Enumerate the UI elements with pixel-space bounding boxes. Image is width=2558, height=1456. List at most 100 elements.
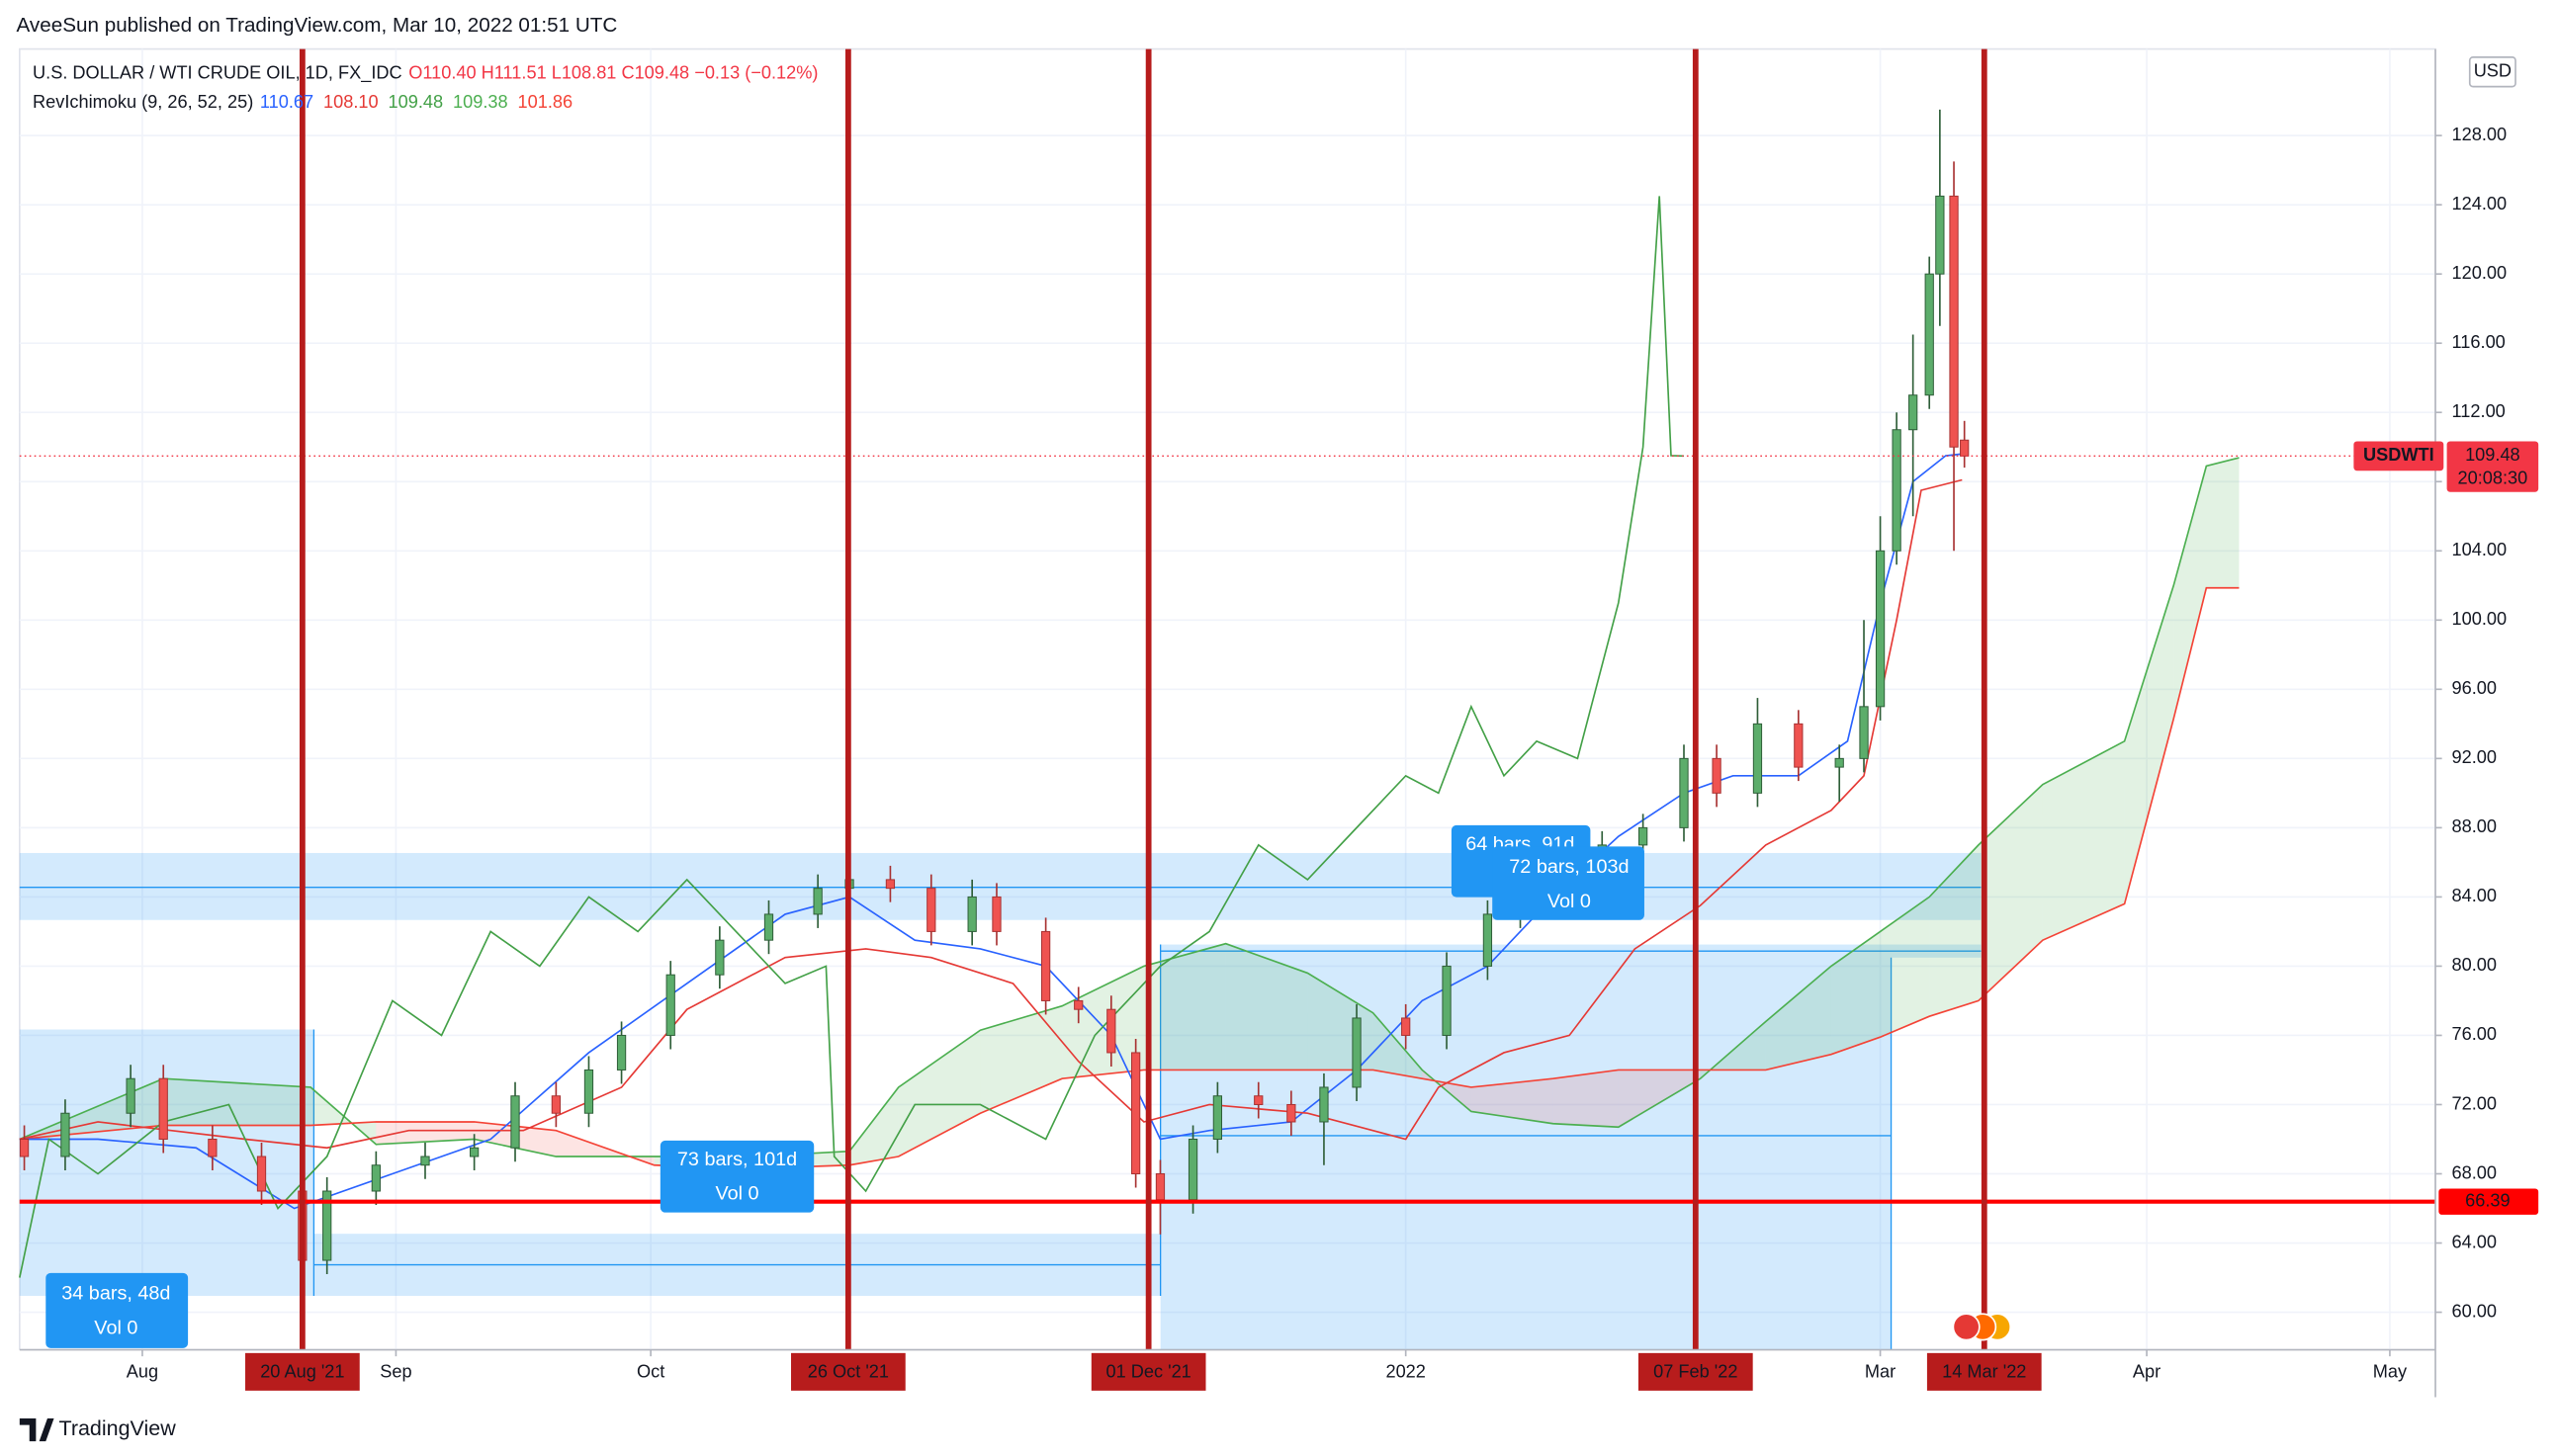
range-shade — [1160, 957, 1892, 1350]
candle-body — [1401, 1017, 1411, 1036]
marker-box — [1091, 1352, 1206, 1391]
range-shade — [19, 1029, 314, 1296]
title-line: U.S. DOLLAR / WTI CRUDE OIL, 1D, FX_IDC O… — [33, 62, 818, 83]
y-tick-label: 100.00 — [2452, 609, 2508, 629]
candle-body — [1041, 930, 1051, 1001]
marker-box — [791, 1352, 906, 1391]
symbol-box — [2353, 441, 2444, 471]
cloud-fill — [1143, 943, 1226, 1071]
candle-body — [1482, 913, 1493, 967]
overlay — [19, 48, 2436, 1350]
cloud-fill — [1765, 966, 1831, 1071]
legend-value: 108.10 — [323, 92, 379, 112]
candle-body — [1131, 1052, 1141, 1174]
cloud-line — [19, 457, 2240, 1157]
marker-label: 14 Mar '22 — [1942, 1361, 2026, 1381]
price-axis-bg — [2435, 48, 2558, 1398]
marker-box — [1637, 1352, 1753, 1391]
candle-body — [1834, 757, 1844, 768]
measure-labels: 34 bars, 48d Vol 0 73 bars, 101d Vol 0 6… — [45, 824, 1644, 1348]
legend-value: 109.38 — [453, 92, 508, 112]
marker-label: 01 Dec '21 — [1105, 1361, 1191, 1381]
candle-body — [371, 1164, 381, 1192]
candle-body — [1935, 195, 1945, 275]
x-tick-label: 2022 — [1385, 1361, 1425, 1381]
marker-label: 20 Aug '21 — [260, 1361, 344, 1381]
cloud-fill — [1929, 844, 1979, 1017]
candle-body — [926, 888, 936, 932]
measure-text: 34 bars, 48d — [61, 1283, 170, 1305]
candle-body — [158, 1077, 168, 1140]
y-tick-label: 96.00 — [2452, 678, 2497, 698]
candle-body — [256, 1156, 267, 1192]
y-tick-label: 80.00 — [2452, 955, 2497, 975]
marker-box — [245, 1352, 360, 1391]
measure-detail: Vol 0 — [94, 1317, 137, 1338]
cloud-fill — [849, 1086, 899, 1165]
y-tick-label: 84.00 — [2452, 886, 2497, 905]
y-tick-label: 112.00 — [2452, 401, 2506, 421]
candle-body — [1106, 1008, 1116, 1054]
price-label: 109.48 — [2465, 445, 2520, 465]
measure-detail: Vol 0 — [1547, 891, 1591, 912]
y-tick-label: 88.00 — [2452, 816, 2497, 836]
y-tick-label: 72.00 — [2452, 1093, 2497, 1113]
marker-box — [1926, 1352, 2042, 1391]
cloud-fill — [2173, 466, 2207, 720]
plot-frame — [19, 47, 2436, 1351]
legend-value: 101.86 — [518, 92, 573, 112]
candle-body — [763, 913, 774, 941]
candle-body — [420, 1156, 430, 1166]
candle-body — [1352, 1017, 1362, 1088]
level-label: 66.39 — [2465, 1190, 2510, 1210]
candle-body — [551, 1095, 562, 1114]
candle-body — [967, 896, 977, 932]
measure-box — [45, 1272, 189, 1348]
y-tick-label: 120.00 — [2452, 263, 2508, 283]
x-tick-label: Apr — [2133, 1361, 2161, 1381]
x-tick-label: Aug — [127, 1361, 158, 1381]
measure-text: 73 bars, 101d — [677, 1149, 797, 1170]
countdown: 20:08:30 — [2458, 468, 2528, 487]
symbol: USDWTI — [2363, 445, 2434, 465]
candle-body — [1859, 706, 1869, 759]
y-tick-label: 116.00 — [2452, 332, 2506, 352]
candle-body — [1286, 1103, 1296, 1123]
cloud-line — [19, 586, 2240, 1170]
cloud-fill — [2206, 458, 2240, 588]
candle-body — [665, 974, 675, 1036]
candle-body — [1319, 1086, 1329, 1123]
candle-body — [1188, 1138, 1198, 1201]
cloud-fill — [1372, 1012, 1423, 1079]
event-icon — [1952, 1313, 1981, 1341]
candle-body — [1254, 1095, 1264, 1105]
candle-body — [126, 1077, 135, 1114]
x-tick-label: Oct — [637, 1361, 664, 1381]
x-tick-label: May — [2373, 1361, 2408, 1381]
cloud-fill — [2042, 740, 2125, 941]
y-tick-label: 76.00 — [2452, 1024, 2497, 1044]
time-axis-bg — [0, 1349, 2436, 1398]
indicator-line — [19, 196, 1685, 1278]
candle-body — [1794, 723, 1804, 768]
candle-body — [1074, 999, 1084, 1010]
cloud-fill — [19, 1078, 164, 1140]
candle-body — [992, 896, 1002, 932]
candle-body — [208, 1138, 218, 1157]
measure-shapes — [19, 852, 1982, 1350]
price-box — [2446, 441, 2539, 492]
candle-body — [19, 1138, 30, 1157]
cloud-fill — [1978, 784, 2043, 1001]
candle-body — [1924, 273, 1934, 396]
candle-body — [470, 1147, 480, 1157]
measure-text: 72 bars, 103d — [1509, 856, 1629, 878]
cloud-fill — [1225, 943, 1308, 1071]
header: AveeSun published on TradingView.com, Ma… — [17, 14, 618, 37]
cloud-fill — [1700, 1021, 1766, 1079]
logo — [19, 1417, 54, 1442]
candle-body — [60, 1112, 70, 1157]
axes: 60.00 64.00 68.00 72.00 76.00 80.00 84.00 88.00… — [127, 125, 2539, 1391]
grid — [19, 48, 2436, 1350]
cloud-fill — [1880, 897, 1930, 1038]
